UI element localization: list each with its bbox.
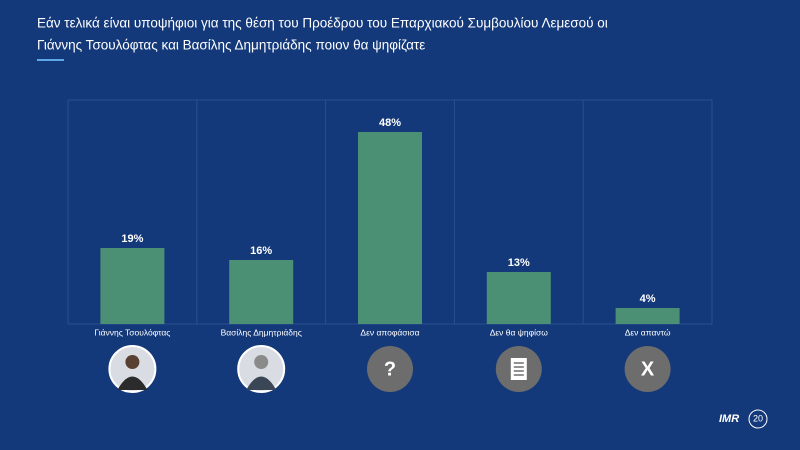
logo: IMR 20 xyxy=(719,409,768,429)
bar xyxy=(486,272,551,324)
value-label: 48% xyxy=(379,117,401,129)
chart-title: Γιάννης Τσουλόφτας και Βασίλης Δημητριάδ… xyxy=(37,38,425,53)
photo-body xyxy=(117,376,148,390)
chart-title: Εάν τελικά είναι υποψήφιοι για της θέση … xyxy=(37,16,608,31)
logo-badge-ring xyxy=(748,409,768,429)
icon-circle xyxy=(624,346,671,392)
icon-circle xyxy=(367,346,413,392)
value-label: 4% xyxy=(640,293,656,305)
photo-body xyxy=(246,376,277,390)
icon-document xyxy=(510,358,527,380)
x-tick-label: Βασίλης Δημητριάδης xyxy=(221,327,302,337)
value-label: 13% xyxy=(508,257,530,269)
logo-badge: 20 xyxy=(753,413,763,423)
bar xyxy=(358,132,422,324)
value-label: 19% xyxy=(121,233,143,245)
x-tick-label: Δεν απαντώ xyxy=(625,327,671,337)
value-label: 16% xyxy=(250,245,272,257)
bar xyxy=(229,260,294,324)
icon-text: X xyxy=(641,358,655,380)
icon-text: ? xyxy=(384,358,396,380)
bar xyxy=(100,248,165,324)
bar xyxy=(615,308,680,324)
photo-head xyxy=(254,355,269,369)
x-tick-label: Δεν θα ψηφίσω xyxy=(490,327,549,337)
x-tick-label: Γιάννης Τσουλόφτας xyxy=(94,327,170,337)
photo-head xyxy=(125,355,140,369)
logo-text: IMR xyxy=(719,413,739,425)
x-tick-label: Δεν αποφάσισα xyxy=(360,327,419,337)
